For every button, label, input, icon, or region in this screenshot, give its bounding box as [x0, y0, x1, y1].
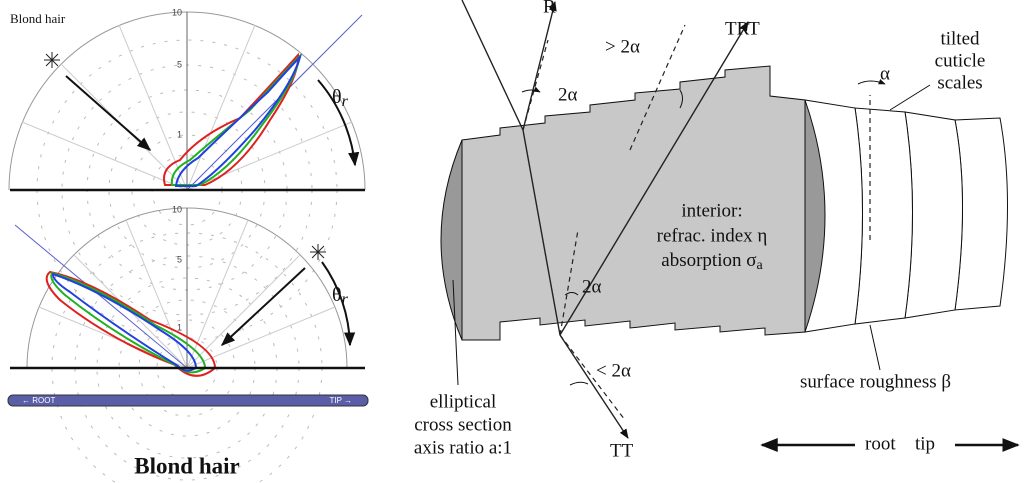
- ray-label: R: [543, 0, 556, 17]
- interior-label: interior:: [681, 200, 742, 221]
- tip-label: tip: [915, 433, 935, 454]
- cuticle-label: cuticle: [935, 50, 986, 71]
- roughness-label: surface roughness β: [800, 371, 951, 392]
- ray-label: TT: [610, 440, 634, 461]
- plot-label: Blond hair: [10, 11, 66, 26]
- root-label: ← ROOT: [22, 396, 55, 405]
- cross-section-label: elliptical: [430, 391, 496, 412]
- interior-label: absorption σa: [661, 250, 763, 273]
- interior-label: refrac. index η: [657, 225, 768, 246]
- tick-label: 5: [177, 59, 182, 69]
- cross-section-label: axis ratio a:1: [414, 437, 512, 458]
- angle-label: α: [880, 63, 890, 84]
- tick-label: 1: [177, 322, 182, 332]
- theta-label: θr: [332, 284, 349, 308]
- tick-label: 10: [172, 204, 182, 214]
- figure: 10 5 1 Blond hair θr 10 5 1 θr ← ROOT TI…: [0, 0, 1026, 483]
- root-label: root: [865, 433, 896, 454]
- theta-label: θr: [332, 86, 349, 110]
- ray-label: TRT: [725, 18, 760, 39]
- cuticle-label: tilted: [940, 28, 980, 49]
- angle-label: > 2α: [605, 36, 640, 57]
- tip-label: TIP →: [329, 396, 352, 405]
- hair-diagram: R TRT TT 2α > 2α 2α < 2α α tilted cuticl…: [414, 0, 1018, 461]
- angle-label: < 2α: [596, 360, 631, 381]
- tick-label: 5: [177, 254, 182, 264]
- cross-section-label: cross section: [414, 414, 512, 435]
- tick-label: 10: [172, 7, 182, 17]
- polar-plot-bottom: 10 5 1 θr ← ROOT TIP → Blond hair: [8, 204, 368, 483]
- angle-label: 2α: [582, 276, 602, 297]
- tick-label: 1: [177, 129, 182, 139]
- hair-bar: [8, 395, 368, 406]
- caption: Blond hair: [134, 453, 239, 478]
- cuticle-label: scales: [937, 72, 982, 93]
- angle-label: 2α: [558, 84, 578, 105]
